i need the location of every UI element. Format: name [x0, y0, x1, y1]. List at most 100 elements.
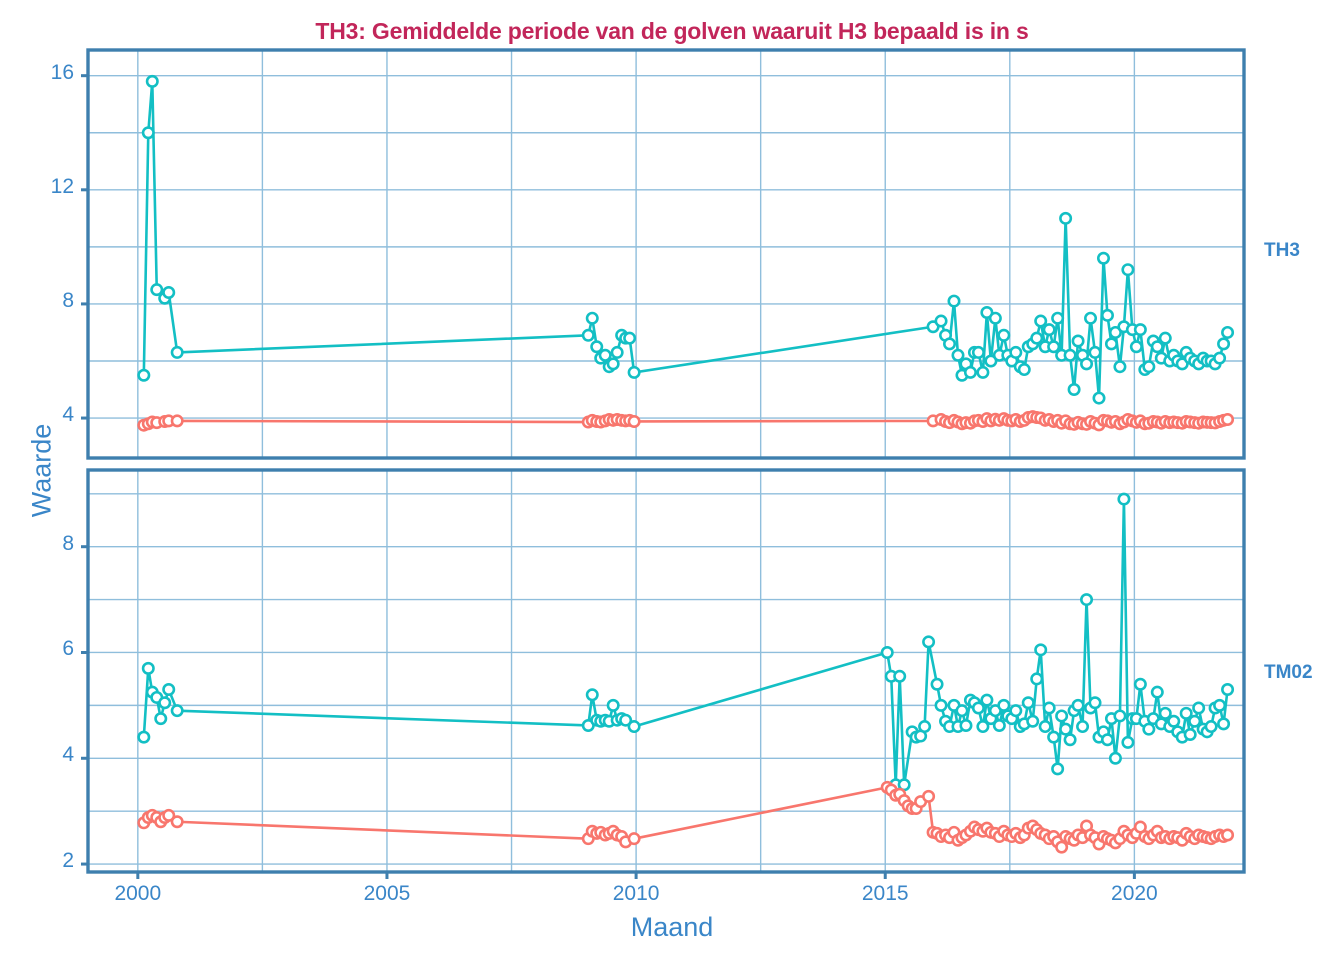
- data-point: [1183, 727, 1197, 741]
- data-point: [1021, 696, 1035, 710]
- data-point: [1063, 733, 1077, 747]
- data-point: [1150, 340, 1164, 354]
- x-tick-label: 2015: [861, 882, 909, 905]
- data-point: [170, 414, 184, 428]
- data-point: [1100, 308, 1114, 322]
- y-tick-label: 8: [62, 288, 74, 312]
- data-point: [1117, 492, 1131, 506]
- data-point: [922, 789, 936, 803]
- data-point: [947, 294, 961, 308]
- y-tick-label: 4: [62, 403, 74, 427]
- data-point: [145, 74, 159, 88]
- panel-tm02: [81, 468, 1246, 874]
- data-point: [1017, 363, 1031, 377]
- data-point: [1113, 709, 1127, 723]
- data-point: [1080, 593, 1094, 607]
- panel-strip-label-th3: TH3: [1264, 240, 1300, 261]
- data-point: [1158, 706, 1172, 720]
- panel-th3: [81, 48, 1246, 460]
- data-point: [997, 328, 1011, 342]
- data-point: [963, 365, 977, 379]
- data-point: [976, 365, 990, 379]
- data-point: [1067, 383, 1081, 397]
- data-point: [1051, 311, 1065, 325]
- data-point: [162, 286, 176, 300]
- data-point: [1034, 314, 1048, 328]
- data-point: [1213, 351, 1227, 365]
- data-point: [930, 677, 944, 691]
- data-point: [585, 688, 599, 702]
- data-point: [880, 645, 894, 659]
- data-point: [158, 696, 172, 710]
- data-point: [1088, 696, 1102, 710]
- y-tick-label: 8: [62, 531, 74, 555]
- data-point: [1030, 331, 1044, 345]
- x-axis-label: Maand: [630, 912, 714, 942]
- data-point: [976, 720, 990, 734]
- data-point: [918, 720, 932, 734]
- data-point: [988, 311, 1002, 325]
- data-point: [1076, 720, 1090, 734]
- data-point: [1142, 722, 1156, 736]
- data-point: [1100, 733, 1114, 747]
- data-point: [137, 730, 151, 744]
- y-tick-label: 16: [50, 60, 74, 84]
- data-point: [1084, 311, 1098, 325]
- data-point: [1142, 360, 1156, 374]
- data-point: [1030, 672, 1044, 686]
- data-point: [943, 337, 957, 351]
- y-tick-label: 2: [62, 849, 74, 873]
- data-point: [980, 305, 994, 319]
- x-axis-ticks: [136, 872, 1136, 879]
- data-point: [162, 683, 176, 697]
- data-point: [1096, 251, 1110, 265]
- data-point: [992, 718, 1006, 732]
- data-point: [154, 712, 168, 726]
- x-tick-label: 2005: [363, 882, 411, 905]
- data-point: [610, 345, 624, 359]
- data-point: [1158, 331, 1172, 345]
- data-point: [1071, 334, 1085, 348]
- data-point: [971, 345, 985, 359]
- data-point: [141, 126, 155, 140]
- data-point: [170, 815, 184, 829]
- data-point: [1167, 714, 1181, 728]
- data-point: [984, 354, 998, 368]
- data-point: [997, 698, 1011, 712]
- data-point: [1059, 211, 1073, 225]
- data-point: [150, 283, 164, 297]
- data-point: [1113, 360, 1127, 374]
- data-point: [627, 365, 641, 379]
- data-point: [627, 720, 641, 734]
- data-point: [170, 345, 184, 359]
- data-point: [1108, 751, 1122, 765]
- data-point: [1034, 643, 1048, 657]
- data-point: [1129, 340, 1143, 354]
- data-point: [1179, 706, 1193, 720]
- data-point: [1038, 720, 1052, 734]
- data-point: [959, 718, 973, 732]
- panel-strip-label-tm02: TM02: [1264, 662, 1313, 683]
- x-tick-label: 2010: [612, 882, 660, 905]
- data-point: [598, 348, 612, 362]
- data-point: [951, 348, 965, 362]
- data-point: [1088, 345, 1102, 359]
- data-point: [1221, 325, 1235, 339]
- data-point: [170, 704, 184, 718]
- data-point: [1042, 323, 1056, 337]
- data-point: [980, 693, 994, 707]
- data-point: [606, 698, 620, 712]
- data-point: [585, 311, 599, 325]
- data-point: [1108, 325, 1122, 339]
- data-point: [1192, 701, 1206, 715]
- data-point: [162, 808, 176, 822]
- data-point: [1104, 337, 1118, 351]
- data-point: [1080, 357, 1094, 371]
- data-point: [1071, 698, 1085, 712]
- data-point: [1221, 412, 1235, 426]
- data-point: [1150, 685, 1164, 699]
- data-point: [1204, 720, 1218, 734]
- data-point: [1047, 730, 1061, 744]
